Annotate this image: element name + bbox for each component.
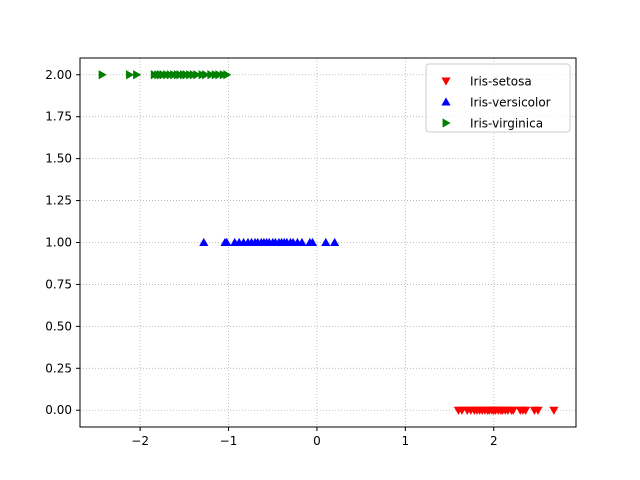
y-tick-label: 0.75	[45, 277, 72, 291]
legend-marker	[441, 97, 451, 106]
y-tick-label: 1.00	[45, 236, 72, 250]
y-tick-label: 0.25	[45, 361, 72, 375]
y-tick-label: 1.75	[45, 110, 72, 124]
y-tick-label: 0.00	[45, 403, 72, 417]
legend-label: Iris-versicolor	[470, 96, 551, 110]
axis-ticks: −2 −1 0 1 2 0.00 0.25 0.50 0.75 1.00 1.25 1.50 1.75 2…	[45, 68, 497, 448]
data-point-iris-setosa	[549, 406, 559, 415]
data-point-iris-setosa	[533, 406, 543, 415]
data-points	[98, 70, 559, 415]
legend-label: Iris-virginica	[470, 117, 543, 131]
legend-marker	[442, 118, 451, 128]
data-point-iris-virginica	[202, 70, 211, 80]
x-tick-label: −1	[220, 434, 238, 448]
y-tick-label: 1.50	[45, 152, 72, 166]
data-point-iris-virginica	[126, 70, 135, 80]
legend-label: Iris-setosa	[470, 75, 532, 89]
x-tick-label: 0	[313, 434, 321, 448]
data-point-iris-versicolor	[222, 237, 232, 246]
y-tick-label: 1.25	[45, 194, 72, 208]
data-point-iris-versicolor	[330, 237, 340, 246]
data-point-iris-setosa	[521, 406, 531, 415]
data-point-iris-virginica	[133, 70, 142, 80]
data-point-iris-versicolor	[307, 237, 318, 246]
data-point-iris-virginica	[223, 70, 232, 80]
legend-marker	[441, 77, 451, 86]
legend-box	[425, 63, 571, 133]
data-point-iris-virginica	[98, 70, 107, 80]
data-point-iris-versicolor	[199, 237, 209, 246]
data-point-iris-setosa	[508, 406, 518, 415]
legend: Iris-setosa Iris-versicolor Iris-virginica	[425, 63, 571, 133]
y-tick-label: 0.50	[45, 319, 72, 333]
x-tick-label: 1	[402, 434, 410, 448]
data-point-iris-versicolor	[321, 237, 331, 246]
data-point-iris-virginica	[207, 70, 216, 80]
x-tick-label: 2	[490, 434, 498, 448]
y-tick-label: 2.00	[45, 68, 72, 82]
data-point-iris-virginica	[215, 70, 224, 80]
x-tick-label: −2	[131, 434, 149, 448]
data-point-iris-virginica	[193, 70, 202, 80]
data-point-iris-versicolor	[297, 237, 307, 246]
